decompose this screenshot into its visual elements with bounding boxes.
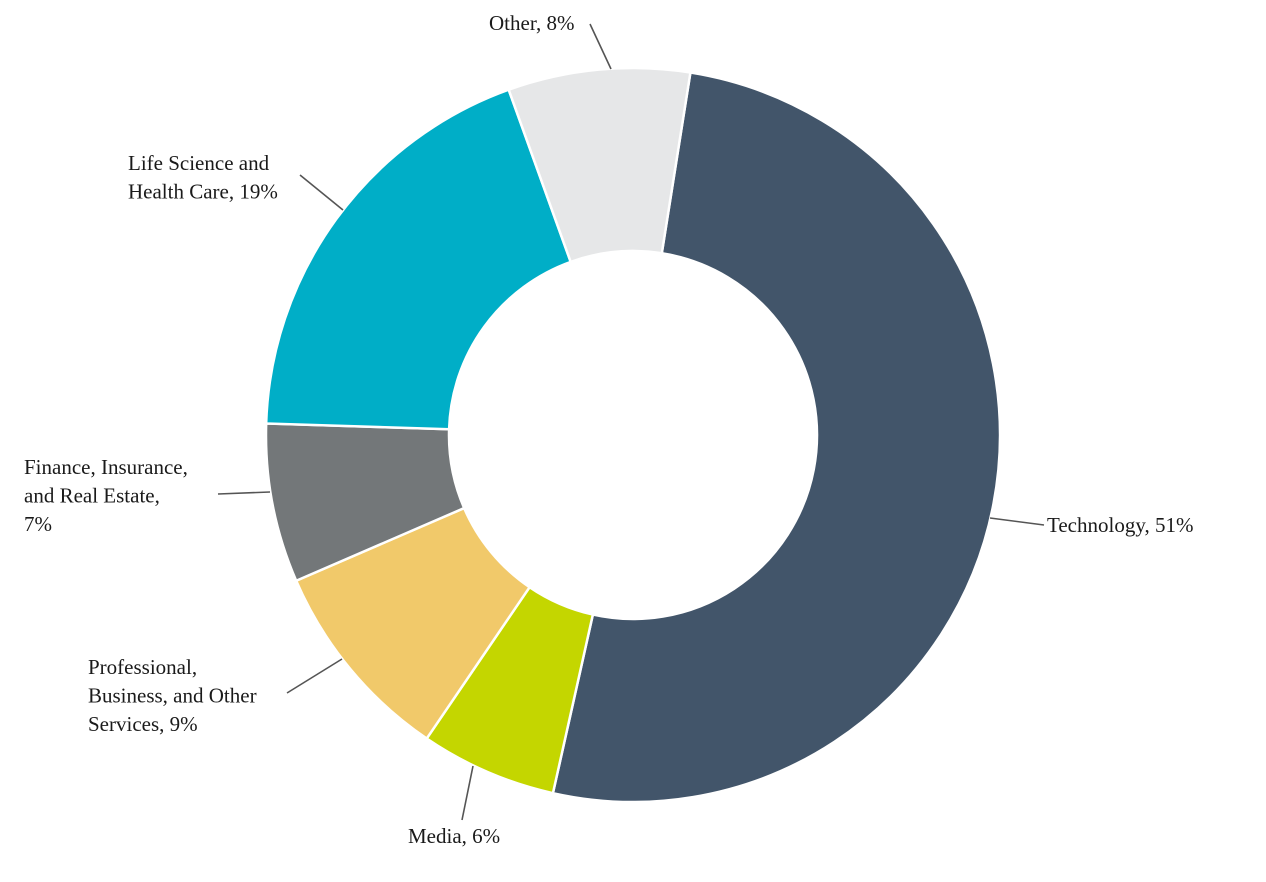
slices-group [264, 66, 1002, 804]
donut-slice-4 [264, 88, 573, 431]
donut-slice-0 [551, 71, 1002, 804]
slice-label-4: Life Science and Health Care, 19% [128, 151, 278, 204]
slice-label-2-line-2: Services, 9% [88, 712, 198, 736]
slice-label-3: Finance, Insurance, and Real Estate, 7% [24, 455, 188, 536]
leader-lines-group [217, 23, 1045, 821]
slice-label-0: Technology, 51% [1047, 513, 1193, 537]
slice-label-0-line-0: Technology, 51% [1047, 513, 1193, 537]
slice-label-1: Media, 6% [408, 824, 500, 848]
slice-label-3-line-2: 7% [24, 512, 52, 536]
leader-line-1 [461, 765, 474, 821]
donut-slice-5 [507, 66, 692, 264]
slice-label-2-line-1: Business, and Other [88, 684, 257, 708]
slice-label-3-line-1: and Real Estate, [24, 484, 160, 508]
slice-label-5-line-0: Other, 8% [489, 11, 574, 35]
slice-label-4-line-1: Health Care, 19% [128, 180, 278, 204]
slice-label-2-line-0: Professional, [88, 655, 197, 679]
leader-line-4 [299, 174, 344, 211]
leader-line-0 [989, 517, 1045, 526]
leader-line-3 [217, 491, 271, 495]
slice-label-4-line-0: Life Science and [128, 151, 270, 175]
slice-label-5: Other, 8% [489, 11, 574, 35]
labels-group: Technology, 51% Media, 6% Professional, Bus… [24, 11, 1193, 848]
slice-label-3-line-0: Finance, Insurance, [24, 455, 188, 479]
leader-line-5 [589, 23, 612, 70]
leader-line-2 [286, 658, 343, 694]
slice-label-1-line-0: Media, 6% [408, 824, 500, 848]
slice-label-2: Professional, Business, and Other Services… [88, 655, 257, 736]
